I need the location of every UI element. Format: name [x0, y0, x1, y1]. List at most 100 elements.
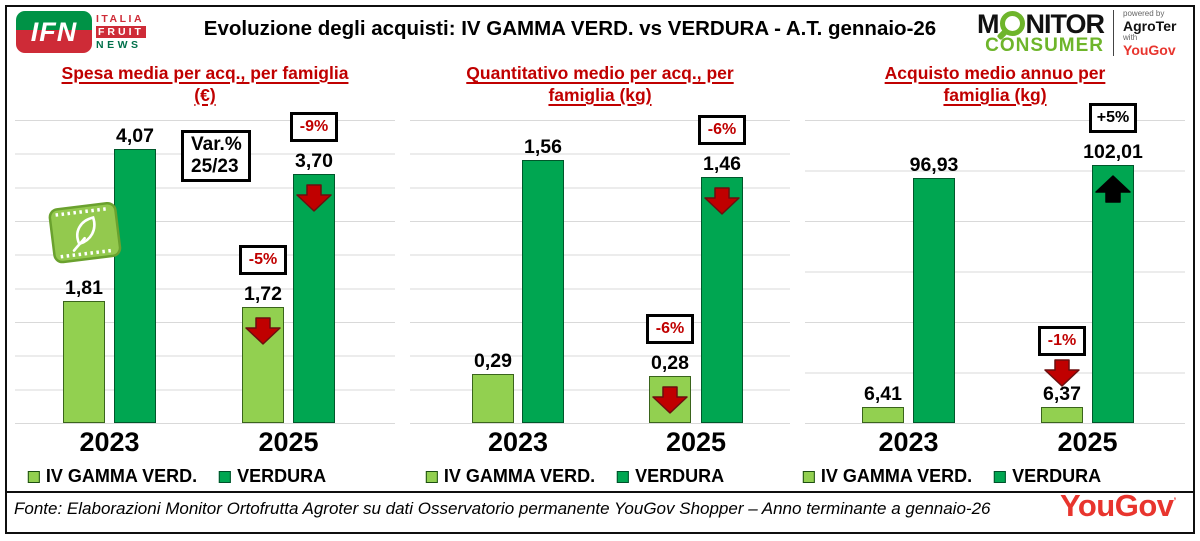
legend-label-ivgamma: IV GAMMA VERD.	[45, 466, 198, 486]
legend-label-ivgamma: IV GAMMA VERD.	[443, 466, 596, 486]
bar-value-label: 1,46	[703, 153, 741, 176]
page-title: Evoluzione degli acquisti: IV GAMMA VERD…	[203, 17, 937, 40]
bar-value-label: 1,81	[65, 277, 103, 300]
legend-chart-3: IV GAMMA VERD. VERDURA	[802, 466, 1101, 487]
bar-verdura-2025	[293, 173, 335, 423]
x-axis-label: 2025	[665, 427, 727, 457]
ifn-wordmark: ITALIA FRUIT NEWS	[96, 13, 146, 51]
bar-ivgamma-2025	[1041, 406, 1083, 423]
legend-item-ivgamma: IV GAMMA VERD.	[802, 466, 973, 487]
magnifier-icon	[999, 10, 1025, 36]
powered-by-block: powered by AgroTer with YouGov	[1123, 9, 1176, 57]
x-axis-label: 2023	[79, 427, 140, 457]
legend-item-verdura: VERDURA	[219, 466, 326, 487]
monitor-word-post: NITOR	[1025, 8, 1106, 39]
pct-change-badge: -6%	[646, 313, 694, 344]
monitor-consumer-logo: M NITOR CONSUMER powered by AgroTer with …	[977, 9, 1176, 57]
yougov-partner-label: YouGov	[1123, 42, 1176, 58]
powered-by-label: powered by	[1123, 9, 1165, 18]
consumer-word: CONSUMER	[985, 34, 1105, 56]
monitor-word-pre: M	[977, 8, 999, 39]
bar-value-label: 1,72	[244, 283, 282, 306]
chart-title-quantitativo: Quantitativo medio per acq., per famigli…	[410, 62, 790, 106]
pct-change-badge: -6%	[698, 115, 746, 146]
ifn-acronym: IFN	[30, 16, 78, 47]
with-label: with	[1123, 33, 1138, 42]
bar-ivgamma-2023	[63, 301, 105, 423]
legend-swatch-verdura	[219, 470, 232, 483]
ifn-logo-mark: IFN	[16, 11, 92, 53]
chart-title-line1: Quantitativo medio per acq., per	[466, 63, 734, 83]
legend-swatch-ivgamma	[425, 470, 438, 483]
agroter-label: AgroTer	[1123, 18, 1177, 34]
chart-title-line2: famiglia (kg)	[943, 85, 1047, 105]
pct-change-badge: -1%	[1038, 325, 1086, 356]
legend-item-ivgamma: IV GAMMA VERD.	[27, 466, 198, 487]
chart-plot-acquisto: 6,41 96,93 2023 6,37 102,01 2025 -1% +5%	[805, 103, 1185, 457]
chart-title-line1: Spesa media per acq., per famiglia	[61, 63, 349, 83]
arrow-down-icon	[704, 187, 740, 215]
bar-value-label: 102,01	[1083, 141, 1143, 164]
arrow-down-icon	[1044, 359, 1080, 387]
arrow-down-icon	[296, 184, 332, 212]
bar-verdura-2025	[701, 177, 743, 423]
chart-plot-spesa: 1,81 4,07 2023 1,72 3,70 2025 -5% -9%	[15, 111, 395, 457]
legend-swatch-ivgamma	[802, 470, 815, 483]
x-axis-label: 2023	[878, 427, 939, 457]
chart-title-line1: Acquisto medio annuo per	[884, 63, 1106, 83]
chart-plot-quantitativo: 0,29 1,56 2023 0,28 1,46 2025 -6% -6%	[410, 115, 790, 457]
bar-value-label: 3,70	[295, 149, 333, 172]
bar-verdura-2025	[1092, 165, 1134, 423]
bar-value-label: 4,07	[116, 124, 154, 147]
ifn-logo: IFN ITALIA FRUIT NEWS	[16, 11, 146, 53]
legend-item-verdura: VERDURA	[617, 466, 724, 487]
arrow-up-icon	[1095, 175, 1131, 204]
pct-change-badge: -5%	[239, 245, 287, 276]
ifn-fruit-label: FRUIT	[96, 26, 146, 38]
x-axis-label: 2023	[487, 427, 549, 457]
legend-item-ivgamma: IV GAMMA VERD.	[425, 466, 596, 487]
yougov-logo-text: YouGov	[1060, 488, 1174, 523]
bar-ivgamma-2023	[472, 374, 514, 423]
monitor-word: M NITOR	[977, 8, 1106, 39]
legend-label-verdura: VERDURA	[635, 466, 725, 486]
yougov-logo: YouGov’	[1060, 488, 1176, 524]
legend-swatch-verdura	[994, 470, 1007, 483]
bar-value-label: 0,29	[474, 350, 512, 373]
var-box-line1: Var.%	[191, 134, 242, 155]
bar-verdura-2023	[114, 148, 156, 423]
pct-change-badge: -9%	[290, 111, 338, 142]
logo-divider	[1113, 10, 1115, 56]
bar-value-label: 6,41	[864, 382, 902, 405]
chart-title-spesa: Spesa media per acq., per famiglia (€)	[15, 62, 395, 106]
var-box-line2: 25/23	[191, 156, 239, 177]
bar-value-label: 6,37	[1043, 382, 1081, 405]
source-note: Fonte: Elaborazioni Monitor Ortofrutta A…	[14, 499, 991, 518]
bar-value-label: 1,56	[524, 136, 562, 159]
chart-title-acquisto: Acquisto medio annuo per famiglia (kg)	[805, 62, 1185, 106]
chart-title-line2: famiglia (kg)	[548, 85, 652, 105]
arrow-down-icon	[245, 317, 281, 345]
legend-label-verdura: VERDURA	[237, 466, 327, 486]
monitor-consumer-wordmark: M NITOR CONSUMER	[977, 8, 1106, 56]
footer-divider	[7, 491, 1193, 493]
legend-item-verdura: VERDURA	[994, 466, 1101, 487]
bar-ivgamma-2023	[862, 406, 904, 423]
legend-label-ivgamma: IV GAMMA VERD.	[820, 466, 973, 486]
ifn-italia-label: ITALIA	[96, 13, 145, 25]
x-axis-label: 2025	[1057, 427, 1118, 457]
ifn-news-label: NEWS	[96, 39, 142, 51]
bar-verdura-2023	[913, 178, 955, 423]
bar-value-label: 96,93	[909, 154, 959, 177]
legend-chart-1: IV GAMMA VERD. VERDURA	[27, 466, 326, 487]
arrow-down-icon	[652, 386, 688, 414]
yougov-logo-mark: ’	[1173, 496, 1177, 508]
legend-swatch-ivgamma	[27, 470, 40, 483]
pct-change-badge: +5%	[1089, 103, 1137, 134]
var-pct-legend-box: Var.% 25/23	[181, 130, 251, 182]
salad-bag-icon	[48, 201, 122, 264]
legend-label-verdura: VERDURA	[1012, 466, 1102, 486]
bar-value-label: 0,28	[651, 351, 689, 374]
legend-chart-2: IV GAMMA VERD. VERDURA	[425, 466, 724, 487]
